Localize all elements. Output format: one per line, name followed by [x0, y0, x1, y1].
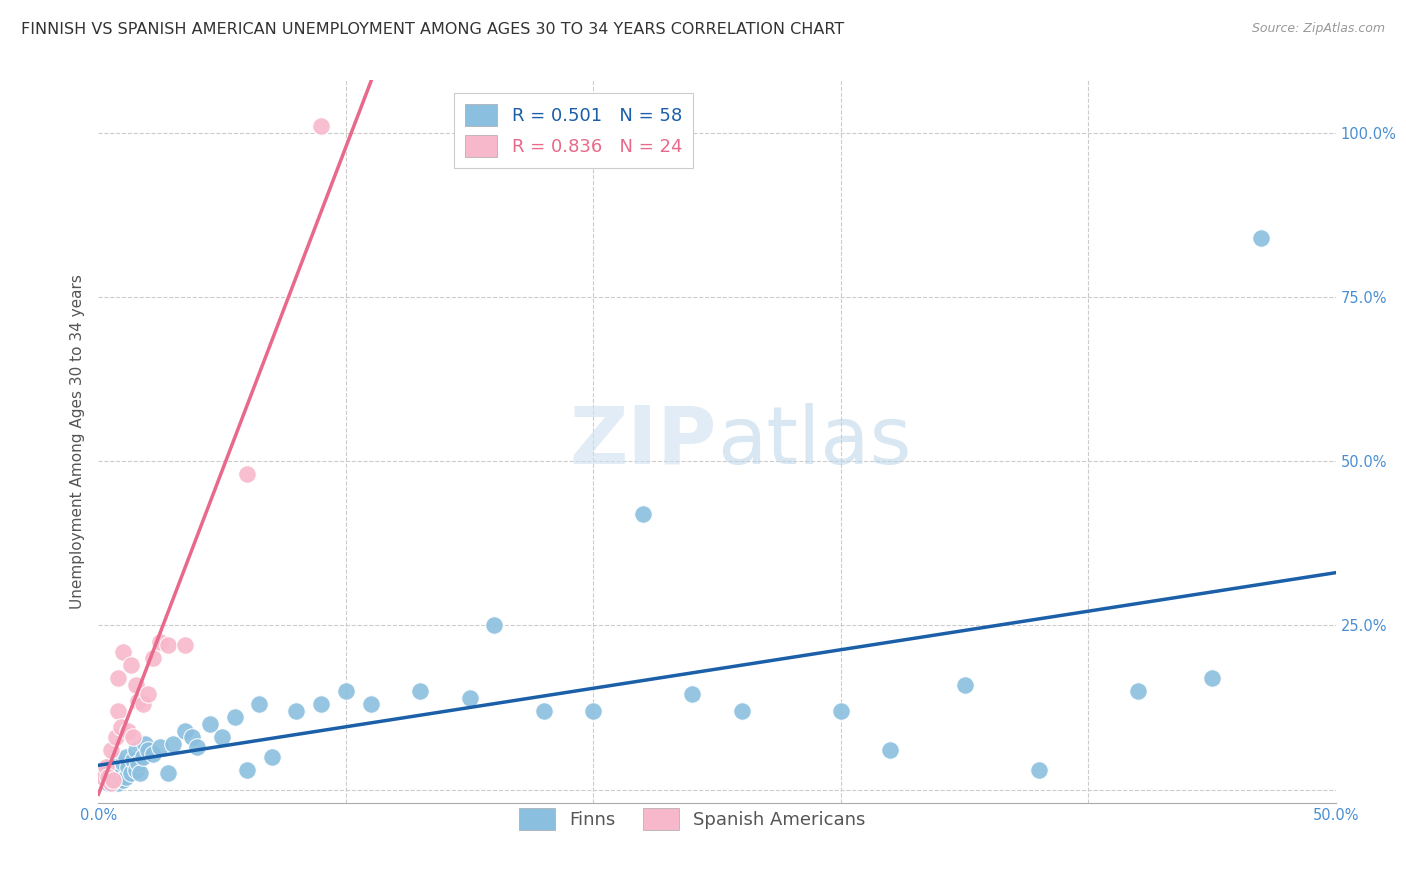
- Point: [136, 743, 159, 757]
- Point: [103, 756, 125, 771]
- Point: [97, 776, 120, 790]
- Point: [103, 772, 125, 787]
- Point: [484, 618, 506, 632]
- Point: [236, 763, 259, 777]
- Point: [104, 772, 127, 787]
- Point: [731, 704, 754, 718]
- Point: [211, 730, 233, 744]
- Point: [112, 756, 135, 771]
- Point: [156, 766, 179, 780]
- Point: [107, 671, 129, 685]
- Point: [94, 760, 117, 774]
- Point: [112, 772, 135, 787]
- Point: [97, 770, 120, 784]
- Point: [112, 645, 135, 659]
- Legend: Finns, Spanish Americans: Finns, Spanish Americans: [512, 801, 873, 837]
- Point: [260, 749, 283, 764]
- Point: [120, 766, 142, 780]
- Point: [879, 743, 901, 757]
- Point: [830, 704, 852, 718]
- Point: [110, 766, 132, 780]
- Point: [104, 760, 127, 774]
- Point: [97, 763, 120, 777]
- Point: [186, 739, 208, 754]
- Point: [127, 694, 149, 708]
- Point: [335, 684, 357, 698]
- Point: [149, 635, 172, 649]
- Point: [1126, 684, 1149, 698]
- Point: [309, 120, 332, 134]
- Point: [104, 730, 127, 744]
- Point: [93, 770, 115, 784]
- Point: [132, 698, 155, 712]
- Point: [181, 730, 204, 744]
- Point: [236, 467, 259, 482]
- Point: [142, 651, 165, 665]
- Point: [1250, 231, 1272, 245]
- Point: [309, 698, 332, 712]
- Point: [117, 723, 139, 738]
- Point: [247, 698, 270, 712]
- Point: [107, 704, 129, 718]
- Point: [162, 737, 184, 751]
- Point: [132, 749, 155, 764]
- Point: [174, 638, 197, 652]
- Point: [117, 760, 139, 774]
- Point: [681, 687, 703, 701]
- Point: [124, 677, 146, 691]
- Text: FINNISH VS SPANISH AMERICAN UNEMPLOYMENT AMONG AGES 30 TO 34 YEARS CORRELATION C: FINNISH VS SPANISH AMERICAN UNEMPLOYMENT…: [21, 22, 845, 37]
- Y-axis label: Unemployment Among Ages 30 to 34 years: Unemployment Among Ages 30 to 34 years: [69, 274, 84, 609]
- Point: [122, 753, 145, 767]
- Point: [114, 749, 136, 764]
- Point: [100, 776, 122, 790]
- Text: atlas: atlas: [717, 402, 911, 481]
- Point: [953, 677, 976, 691]
- Point: [100, 760, 122, 774]
- Point: [124, 743, 146, 757]
- Point: [120, 657, 142, 672]
- Point: [285, 704, 308, 718]
- Point: [136, 687, 159, 701]
- Point: [533, 704, 555, 718]
- Point: [360, 698, 382, 712]
- Point: [1201, 671, 1223, 685]
- Point: [122, 730, 145, 744]
- Text: Source: ZipAtlas.com: Source: ZipAtlas.com: [1251, 22, 1385, 36]
- Point: [198, 717, 221, 731]
- Point: [409, 684, 432, 698]
- Point: [103, 770, 125, 784]
- Point: [149, 739, 172, 754]
- Point: [458, 690, 481, 705]
- Point: [142, 747, 165, 761]
- Point: [100, 743, 122, 757]
- Point: [224, 710, 246, 724]
- Point: [110, 720, 132, 734]
- Point: [127, 756, 149, 771]
- Point: [582, 704, 605, 718]
- Point: [94, 766, 117, 780]
- Point: [107, 753, 129, 767]
- Point: [100, 772, 122, 787]
- Text: ZIP: ZIP: [569, 402, 717, 481]
- Point: [107, 776, 129, 790]
- Point: [174, 723, 197, 738]
- Point: [134, 737, 156, 751]
- Point: [124, 763, 146, 777]
- Point: [156, 638, 179, 652]
- Point: [114, 770, 136, 784]
- Point: [1028, 763, 1050, 777]
- Point: [631, 507, 654, 521]
- Point: [129, 766, 152, 780]
